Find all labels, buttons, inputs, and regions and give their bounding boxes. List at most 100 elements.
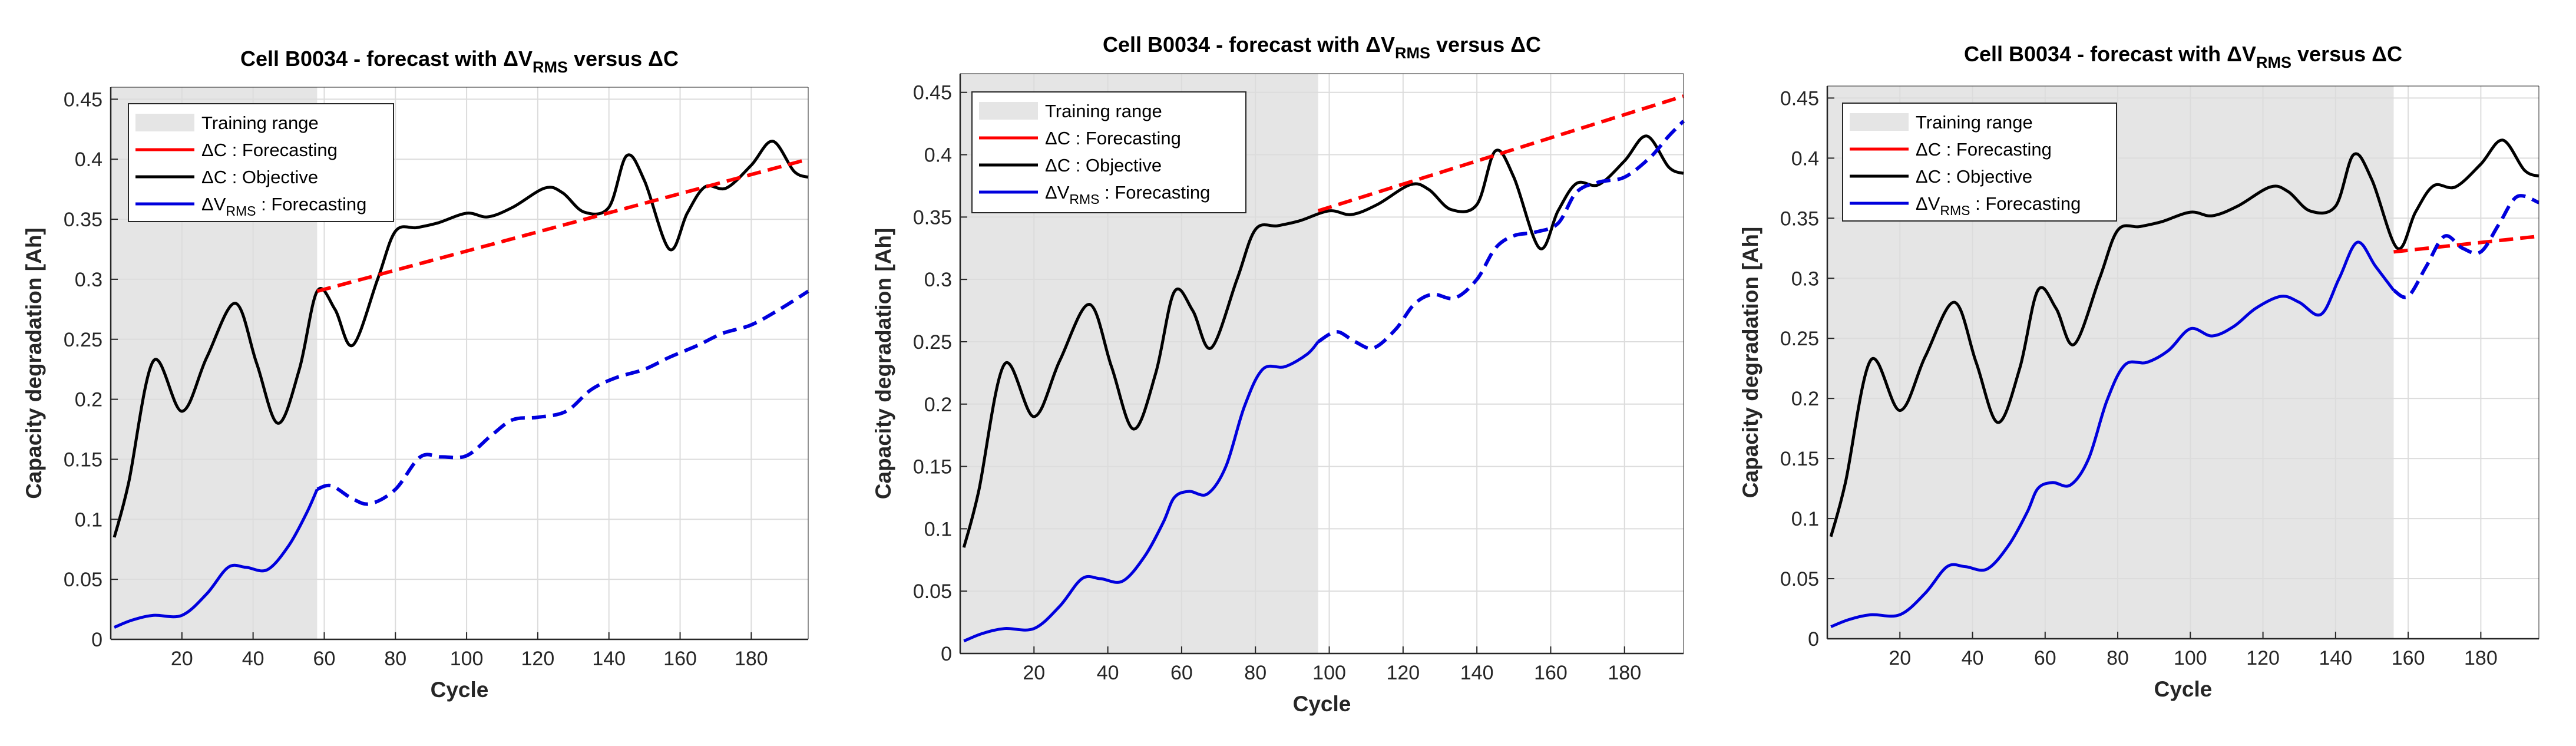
legend-label-forecast_dc: ΔC : Forecasting	[1045, 128, 1181, 148]
x-tick-label: 120	[521, 648, 555, 670]
legend-label-training: Training range	[201, 113, 319, 133]
x-tick-label: 80	[1244, 662, 1266, 684]
legend: Training range ΔC : Forecasting ΔC : Objec…	[1842, 103, 2117, 222]
chart-title-text: Cell B0034 - forecast with ΔV	[1964, 42, 2256, 66]
legend-label-text: ΔV	[1916, 193, 1940, 214]
chart-title-text-end: versus ΔC	[2291, 42, 2402, 66]
x-tick-label: 80	[384, 648, 406, 670]
x-tick-label: 120	[2246, 647, 2280, 669]
y-tick-label: 0.15	[64, 448, 102, 471]
x-tick-label: 20	[1889, 647, 1911, 669]
y-tick-label: 0	[941, 643, 952, 665]
chart-title-subscript: RMS	[1395, 44, 1430, 62]
y-tick-label: 0.25	[913, 331, 952, 354]
legend-label-subscript: RMS	[1940, 203, 1970, 218]
legend-label-objective: ΔC : Objective	[201, 167, 318, 187]
x-tick-label: 180	[1608, 662, 1641, 684]
legend-label-text-end: : Forecasting	[256, 194, 367, 214]
y-axis-label: Capacity degradation [Ah]	[22, 227, 46, 499]
series-line-objective-solid	[1829, 138, 2539, 537]
y-tick-label: 0.35	[913, 206, 952, 229]
legend-label-forecast_vrms: ΔVRMS : Forecasting	[1045, 182, 1210, 207]
y-tick-label: 0.3	[924, 269, 952, 291]
y-tick-label: 0.05	[913, 580, 952, 603]
x-tick-label: 60	[2034, 647, 2056, 669]
y-tick-label: 0.35	[1780, 207, 1819, 230]
x-axis-label: Cycle	[431, 678, 489, 702]
series-line-forecast_vrms-solid	[1830, 240, 2395, 628]
y-tick-label: 0.1	[924, 518, 952, 540]
series-group	[962, 94, 1685, 643]
x-axis-label: Cycle	[1293, 692, 1351, 716]
series-group	[113, 140, 809, 629]
legend-swatch-training	[979, 102, 1038, 120]
legend-swatch-training	[1850, 113, 1909, 131]
y-tick-label: 0.45	[64, 88, 102, 111]
y-tick-label: 0.15	[1780, 448, 1819, 470]
y-tick-label: 0	[91, 629, 102, 651]
chart-title-text-end: versus ΔC	[568, 47, 679, 71]
x-tick-label: 20	[171, 648, 193, 670]
y-tick-label: 0	[1808, 628, 1819, 651]
y-tick-label: 0.4	[1791, 147, 1819, 170]
chart-title-subscript: RMS	[2256, 54, 2291, 71]
x-tick-label: 40	[1962, 647, 1984, 669]
y-tick-label: 0.3	[75, 269, 102, 291]
y-tick-label: 0.45	[913, 82, 952, 104]
chart-title: Cell B0034 - forecast with ΔVRMS versus …	[240, 47, 679, 76]
series-group	[1829, 138, 2540, 628]
chart-title-text: Cell B0034 - forecast with ΔV	[240, 47, 533, 71]
x-tick-label: 180	[2464, 647, 2498, 669]
legend-label-training: Training range	[1045, 101, 1162, 121]
series-line-forecast_vrms-solid	[114, 488, 319, 629]
y-tick-label: 0.25	[64, 329, 102, 351]
series-line-forecast_vrms-dashed	[1317, 120, 1685, 351]
grid-lines	[111, 87, 808, 640]
x-tick-label: 100	[450, 648, 484, 670]
chart-title-text: Cell B0034 - forecast with ΔV	[1103, 32, 1395, 57]
series-line-forecast_vrms-dashed	[2392, 194, 2540, 299]
y-tick-label: 0.45	[1780, 87, 1819, 110]
x-tick-label: 60	[1170, 662, 1193, 684]
legend-label-objective: ΔC : Objective	[1045, 155, 1162, 176]
x-tick-label: 80	[2107, 647, 2129, 669]
series-line-forecast_dc-dashed	[1317, 94, 1684, 213]
x-tick-label: 120	[1386, 662, 1420, 684]
x-tick-label: 160	[1534, 662, 1568, 684]
chart-title-subscript: RMS	[533, 58, 568, 76]
y-tick-label: 0.1	[75, 509, 102, 531]
series-line-forecast_vrms-dashed	[316, 289, 809, 506]
chart-title-text-end: versus ΔC	[1430, 32, 1541, 57]
legend-swatch-training	[135, 114, 194, 131]
legend-label-text-end: : Forecasting	[1970, 193, 2081, 214]
y-tick-label: 0.2	[75, 389, 102, 411]
series-line-objective-solid	[113, 140, 809, 538]
y-tick-label: 0.25	[1780, 328, 1819, 350]
series-line-forecast_vrms-solid	[963, 341, 1320, 643]
x-tick-label: 40	[242, 648, 264, 670]
series-line-objective-solid	[962, 134, 1684, 548]
chart-title: Cell B0034 - forecast with ΔVRMS versus …	[1964, 42, 2402, 71]
legend-label-subscript: RMS	[1069, 192, 1099, 207]
chart-panel-2: 20 40 60 80 100 120 140 160 180 0 0.05 0.1 0.15 0.2 0.…	[871, 32, 1685, 716]
legend-label-forecast_vrms: ΔVRMS : Forecasting	[201, 194, 366, 219]
x-tick-label: 160	[663, 648, 697, 670]
x-tick-label: 160	[2392, 647, 2425, 669]
legend-label-text: ΔV	[201, 194, 226, 214]
legend-label-forecast_vrms: ΔVRMS : Forecasting	[1916, 193, 2081, 218]
y-tick-label: 0.15	[913, 456, 952, 478]
x-tick-label: 20	[1023, 662, 1045, 684]
y-axis-label: Capacity degradation [Ah]	[1738, 227, 1762, 499]
x-axis-label: Cycle	[2154, 677, 2213, 701]
y-tick-label: 0.2	[924, 394, 952, 416]
legend-label-objective: ΔC : Objective	[1916, 166, 2032, 187]
y-tick-label: 0.4	[924, 144, 952, 167]
y-tick-label: 0.2	[1791, 388, 1819, 410]
y-tick-label: 0.05	[1780, 568, 1819, 590]
legend-label-forecast_dc: ΔC : Forecasting	[1916, 139, 2052, 160]
x-tick-label: 60	[313, 648, 336, 670]
legend: Training range ΔC : Forecasting ΔC : Objec…	[128, 103, 394, 222]
y-tick-label: 0.05	[64, 569, 102, 591]
series-line-forecast_dc-dashed	[2393, 234, 2539, 254]
